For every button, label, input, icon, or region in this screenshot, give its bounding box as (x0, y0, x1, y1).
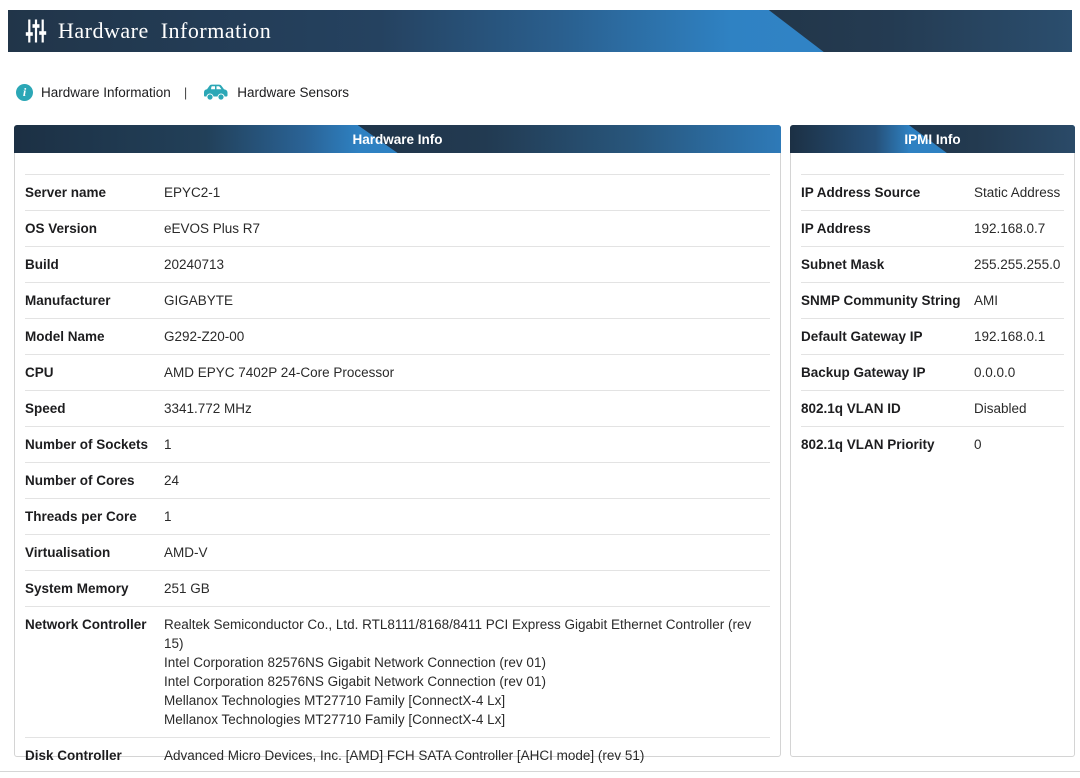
nav-label-hardware-sensors: Hardware Sensors (237, 84, 349, 100)
row-label: 802.1q VLAN ID (801, 401, 901, 416)
row-value: G292-Z20-00 (164, 329, 245, 344)
row-value: AMI (974, 293, 999, 308)
car-icon (202, 83, 229, 101)
row-label: Number of Cores (25, 473, 135, 488)
row-label: IP Address Source (801, 185, 921, 200)
table-row: Backup Gateway IP 0.0.0.0 (801, 354, 1064, 390)
table-row: Disk Controller Advanced Micro Devices, … (25, 737, 770, 773)
nav-hardware-sensors[interactable]: Hardware Sensors (202, 83, 349, 101)
table-row: Number of Sockets 1 (25, 426, 770, 462)
row-label: CPU (25, 365, 54, 380)
info-circle-icon: i (16, 83, 33, 101)
row-value: AMD-V (164, 545, 208, 560)
table-row: System Memory 251 GB (25, 570, 770, 606)
row-label: Speed (25, 401, 66, 416)
row-value: 255.255.255.0 (974, 257, 1061, 272)
table-row: Speed 3341.772 MHz (25, 390, 770, 426)
table-row: Number of Cores 24 (25, 462, 770, 498)
table-row: Threads per Core 1 (25, 498, 770, 534)
table-row: IP Address Source Static Address (801, 174, 1064, 210)
row-value: 24 (164, 473, 180, 488)
hardware-info-panel: Hardware Info Server name EPYC2-1 OS Ver… (14, 125, 781, 763)
row-value: AMD EPYC 7402P 24-Core Processor (164, 365, 395, 380)
row-value: eEVOS Plus R7 (164, 221, 261, 236)
table-row: Network Controller Realtek Semiconductor… (25, 606, 770, 737)
hardware-info-table: Server name EPYC2-1 OS Version eEVOS Plu… (25, 174, 770, 773)
sliders-icon (24, 18, 48, 44)
row-value: 192.168.0.7 (974, 221, 1046, 236)
row-value: 192.168.0.1 (974, 329, 1046, 344)
table-row: IP Address 192.168.0.7 (801, 210, 1064, 246)
row-label: SNMP Community String (801, 293, 961, 308)
row-label: OS Version (25, 221, 98, 236)
row-label: Threads per Core (25, 509, 137, 524)
table-row: Subnet Mask 255.255.255.0 (801, 246, 1064, 282)
row-label: Backup Gateway IP (801, 365, 926, 380)
row-label: Subnet Mask (801, 257, 885, 272)
row-value: Advanced Micro Devices, Inc. [AMD] FCH S… (164, 748, 645, 763)
row-value: 0 (974, 437, 982, 452)
row-value: 0.0.0.0 (974, 365, 1016, 380)
table-row: CPU AMD EPYC 7402P 24-Core Processor (25, 354, 770, 390)
ipmi-info-panel-header: IPMI Info (790, 125, 1075, 153)
table-row: Model Name G292-Z20-00 (25, 318, 770, 354)
page-title: Hardware Information (58, 18, 272, 43)
row-label: System Memory (25, 581, 129, 596)
hardware-info-panel-title: Hardware Info (352, 131, 443, 147)
title-banner: Hardware Information (8, 10, 1072, 52)
table-row: Virtualisation AMD-V (25, 534, 770, 570)
row-label: 802.1q VLAN Priority (801, 437, 935, 452)
row-label: Network Controller (25, 617, 147, 632)
nav-label-hardware-information: Hardware Information (41, 84, 171, 100)
row-label: Number of Sockets (25, 437, 149, 452)
row-value: Realtek Semiconductor Co., Ltd. RTL8111/… (164, 617, 752, 727)
table-row: Default Gateway IP 192.168.0.1 (801, 318, 1064, 354)
banner-diagonal-decoration (768, 10, 1072, 52)
row-label: Model Name (25, 329, 105, 344)
row-label: Manufacturer (25, 293, 111, 308)
row-label: Server name (25, 185, 107, 200)
row-value: 1 (164, 509, 172, 524)
ipmi-info-table: IP Address Source Static Address IP Addr… (801, 174, 1064, 462)
row-value: Static Address (974, 185, 1061, 200)
row-value: EPYC2-1 (164, 185, 221, 200)
header-diagonal-decoration (357, 125, 781, 153)
row-label: Build (25, 257, 59, 272)
nav-separator: | (183, 84, 188, 100)
table-row: OS Version eEVOS Plus R7 (25, 210, 770, 246)
nav-hardware-information[interactable]: i Hardware Information (16, 83, 171, 101)
row-value: 251 GB (164, 581, 210, 596)
section-nav: i Hardware Information | Hardware Sensor… (16, 80, 349, 104)
table-row: SNMP Community String AMI (801, 282, 1064, 318)
ipmi-info-panel-title: IPMI Info (904, 131, 961, 147)
table-row: 802.1q VLAN ID Disabled (801, 390, 1064, 426)
row-value: 3341.772 MHz (164, 401, 252, 416)
row-label: Disk Controller (25, 748, 122, 763)
table-row: Manufacturer GIGABYTE (25, 282, 770, 318)
row-value: 20240713 (164, 257, 225, 272)
row-value: 1 (164, 437, 172, 452)
row-value: Disabled (974, 401, 1027, 416)
table-row: Server name EPYC2-1 (25, 174, 770, 210)
row-label: Default Gateway IP (801, 329, 923, 344)
row-value: GIGABYTE (164, 293, 234, 308)
hardware-info-panel-header: Hardware Info (14, 125, 781, 153)
row-label: IP Address (801, 221, 871, 236)
table-row: 802.1q VLAN Priority 0 (801, 426, 1064, 462)
ipmi-info-panel: IPMI Info IP Address Source Static Addre… (790, 125, 1075, 757)
footer-divider (0, 771, 1080, 772)
row-label: Virtualisation (25, 545, 111, 560)
table-row: Build 20240713 (25, 246, 770, 282)
